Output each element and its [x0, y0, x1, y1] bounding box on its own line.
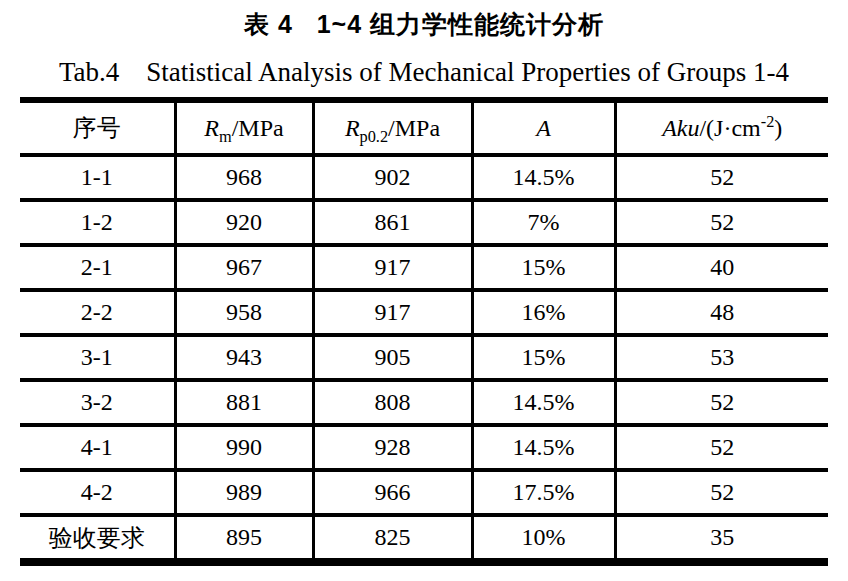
- cell-rm: 920: [175, 200, 313, 245]
- table-row: 1-2 920 861 7% 52: [20, 200, 828, 245]
- cell-aku: 52: [615, 380, 828, 425]
- cell-elongation: 17.5%: [472, 470, 615, 515]
- header-subscript: p0.2: [360, 126, 389, 145]
- cell-aku: 52: [615, 155, 828, 200]
- header-unit-close: ): [774, 115, 782, 141]
- header-symbol: R: [204, 115, 219, 141]
- table-row-acceptance-requirement: 验收要求 895 825 10% 35: [20, 515, 828, 562]
- cell-aku: 53: [615, 335, 828, 380]
- cell-serial: 4-1: [20, 425, 175, 470]
- cell-rp02: 902: [313, 155, 472, 200]
- cell-aku: 48: [615, 290, 828, 335]
- cell-rp02: 905: [313, 335, 472, 380]
- cell-elongation: 14.5%: [472, 425, 615, 470]
- cell-serial: 验收要求: [20, 515, 175, 562]
- cell-rm: 958: [175, 290, 313, 335]
- cell-rm: 943: [175, 335, 313, 380]
- cell-rp02: 861: [313, 200, 472, 245]
- header-cell-rm: Rm/MPa: [175, 100, 313, 155]
- table-body: 1-1 968 902 14.5% 52 1-2 920 861 7% 52 2…: [20, 155, 828, 562]
- cell-elongation: 7%: [472, 200, 615, 245]
- header-symbol: A: [536, 115, 551, 141]
- header-cell-aku: Aku/(J·cm-2): [615, 100, 828, 155]
- cell-rp02: 917: [313, 245, 472, 290]
- table-title-chinese: 表 4 1~4 组力学性能统计分析: [0, 0, 848, 41]
- cell-elongation: 15%: [472, 335, 615, 380]
- cell-serial: 3-1: [20, 335, 175, 380]
- cell-rm: 895: [175, 515, 313, 562]
- table-title-english: Tab.4 Statistical Analysis of Mechanical…: [0, 56, 848, 88]
- table-row: 2-1 967 917 15% 40: [20, 245, 828, 290]
- cell-rp02: 917: [313, 290, 472, 335]
- cell-serial: 3-2: [20, 380, 175, 425]
- cell-rm: 968: [175, 155, 313, 200]
- table-row: 1-1 968 902 14.5% 52: [20, 155, 828, 200]
- cell-serial: 4-2: [20, 470, 175, 515]
- cell-elongation: 14.5%: [472, 155, 615, 200]
- cell-rp02: 825: [313, 515, 472, 562]
- header-superscript: -2: [761, 112, 775, 131]
- header-cell-serial: 序号: [20, 100, 175, 155]
- page: 表 4 1~4 组力学性能统计分析 Tab.4 Statistical Anal…: [0, 0, 848, 581]
- cell-rp02: 808: [313, 380, 472, 425]
- header-label: 序号: [73, 115, 121, 141]
- header-symbol: Aku: [662, 115, 699, 141]
- header-unit: /(J·cm: [699, 115, 760, 141]
- cell-aku: 52: [615, 470, 828, 515]
- cell-rm: 881: [175, 380, 313, 425]
- cell-rm: 989: [175, 470, 313, 515]
- cell-serial: 1-1: [20, 155, 175, 200]
- table-row: 4-1 990 928 14.5% 52: [20, 425, 828, 470]
- cell-aku: 40: [615, 245, 828, 290]
- cell-elongation: 14.5%: [472, 380, 615, 425]
- header-symbol: R: [345, 115, 360, 141]
- cell-elongation: 10%: [472, 515, 615, 562]
- cell-aku: 35: [615, 515, 828, 562]
- table-row: 2-2 958 917 16% 48: [20, 290, 828, 335]
- cell-rp02: 928: [313, 425, 472, 470]
- header-unit: /MPa: [232, 115, 284, 141]
- cell-aku: 52: [615, 200, 828, 245]
- cell-rm: 967: [175, 245, 313, 290]
- cell-serial: 1-2: [20, 200, 175, 245]
- header-subscript: m: [219, 126, 232, 145]
- table-container: 序号 Rm/MPa Rp0.2/MPa A Aku/(J·cm-2) 1-1 9…: [20, 97, 828, 566]
- header-cell-rp02: Rp0.2/MPa: [313, 100, 472, 155]
- table-row: 3-2 881 808 14.5% 52: [20, 380, 828, 425]
- cell-serial: 2-2: [20, 290, 175, 335]
- cell-serial: 2-1: [20, 245, 175, 290]
- cell-rm: 990: [175, 425, 313, 470]
- table-row: 4-2 989 966 17.5% 52: [20, 470, 828, 515]
- cell-elongation: 16%: [472, 290, 615, 335]
- header-cell-elongation: A: [472, 100, 615, 155]
- table-row: 3-1 943 905 15% 53: [20, 335, 828, 380]
- cell-elongation: 15%: [472, 245, 615, 290]
- header-unit: /MPa: [388, 115, 440, 141]
- mechanical-properties-table: 序号 Rm/MPa Rp0.2/MPa A Aku/(J·cm-2) 1-1 9…: [20, 97, 828, 566]
- cell-aku: 52: [615, 425, 828, 470]
- cell-rp02: 966: [313, 470, 472, 515]
- table-header-row: 序号 Rm/MPa Rp0.2/MPa A Aku/(J·cm-2): [20, 100, 828, 155]
